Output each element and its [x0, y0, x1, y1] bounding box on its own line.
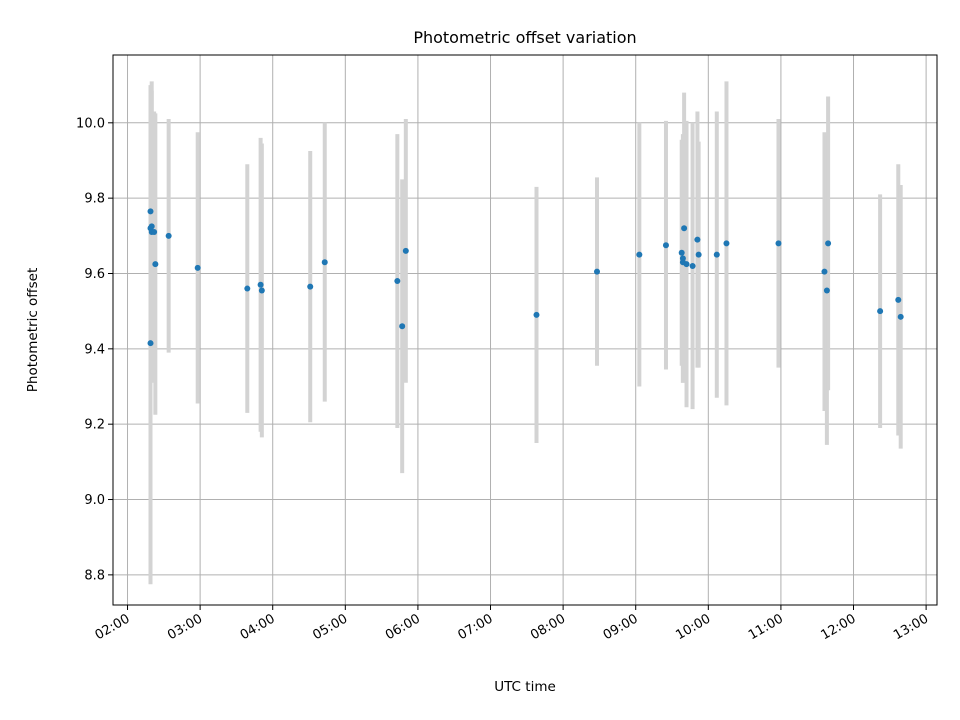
- data-point: [165, 232, 172, 239]
- x-tick-label: 04:00: [238, 611, 278, 643]
- data-point: [662, 242, 669, 249]
- data-point: [152, 261, 159, 268]
- data-point: [694, 236, 701, 243]
- data-point: [151, 229, 158, 236]
- data-point: [723, 240, 730, 247]
- data-point: [148, 223, 155, 230]
- data-point: [689, 262, 696, 269]
- x-tick-label: 10:00: [673, 611, 713, 643]
- data-point: [399, 323, 406, 330]
- y-tick-label: 9.8: [84, 192, 105, 207]
- data-point: [194, 264, 201, 271]
- x-tick-label: 08:00: [528, 611, 568, 643]
- grid-layer: [113, 55, 937, 605]
- data-point: [683, 261, 690, 268]
- data-point: [877, 308, 884, 315]
- y-tick-label: 9.4: [84, 342, 105, 357]
- y-tick-label: 9.2: [84, 418, 105, 433]
- data-point: [678, 249, 685, 256]
- x-tick-label: 09:00: [601, 611, 641, 643]
- data-point: [533, 311, 540, 318]
- data-point: [593, 268, 600, 275]
- data-point: [147, 340, 154, 347]
- x-axis-label: UTC time: [494, 679, 556, 695]
- y-tick-label: 9.0: [84, 493, 105, 508]
- x-tick-label: 05:00: [310, 611, 350, 643]
- chart-title: Photometric offset variation: [413, 28, 636, 47]
- y-axis-label: Photometric offset: [25, 268, 41, 392]
- x-tick-label: 07:00: [456, 611, 496, 643]
- data-point: [821, 268, 828, 275]
- data-point: [307, 283, 314, 290]
- data-point: [147, 208, 154, 215]
- y-tick-label: 10.0: [76, 116, 105, 131]
- tick-layer: 02:00 03:00 04:00 05:00 06:00 07:00 08:00 09:00…: [76, 116, 931, 643]
- data-point: [257, 281, 264, 288]
- data-point: [681, 225, 688, 232]
- data-point: [402, 247, 409, 254]
- data-point: [394, 278, 401, 285]
- plot-frame: [112, 54, 938, 606]
- x-tick-label: 12:00: [819, 611, 859, 643]
- x-tick-label: 06:00: [383, 611, 423, 643]
- data-point: [775, 240, 782, 247]
- y-tick-label: 8.8: [84, 568, 105, 583]
- point-layer: [147, 208, 904, 347]
- x-tick-label: 03:00: [165, 611, 205, 643]
- data-point: [321, 259, 328, 266]
- data-point: [244, 285, 251, 292]
- data-point: [825, 240, 832, 247]
- data-point: [258, 287, 265, 294]
- data-point: [897, 313, 904, 320]
- data-point: [895, 296, 902, 303]
- x-tick-label: 02:00: [93, 611, 133, 643]
- x-tick-label: 13:00: [891, 611, 931, 643]
- x-tick-label: 11:00: [746, 611, 786, 643]
- data-point: [695, 251, 702, 258]
- data-point: [823, 287, 830, 294]
- y-tick-label: 9.6: [84, 267, 105, 282]
- errorbar-layer: [148, 81, 903, 585]
- data-point: [636, 251, 643, 258]
- data-point: [713, 251, 720, 258]
